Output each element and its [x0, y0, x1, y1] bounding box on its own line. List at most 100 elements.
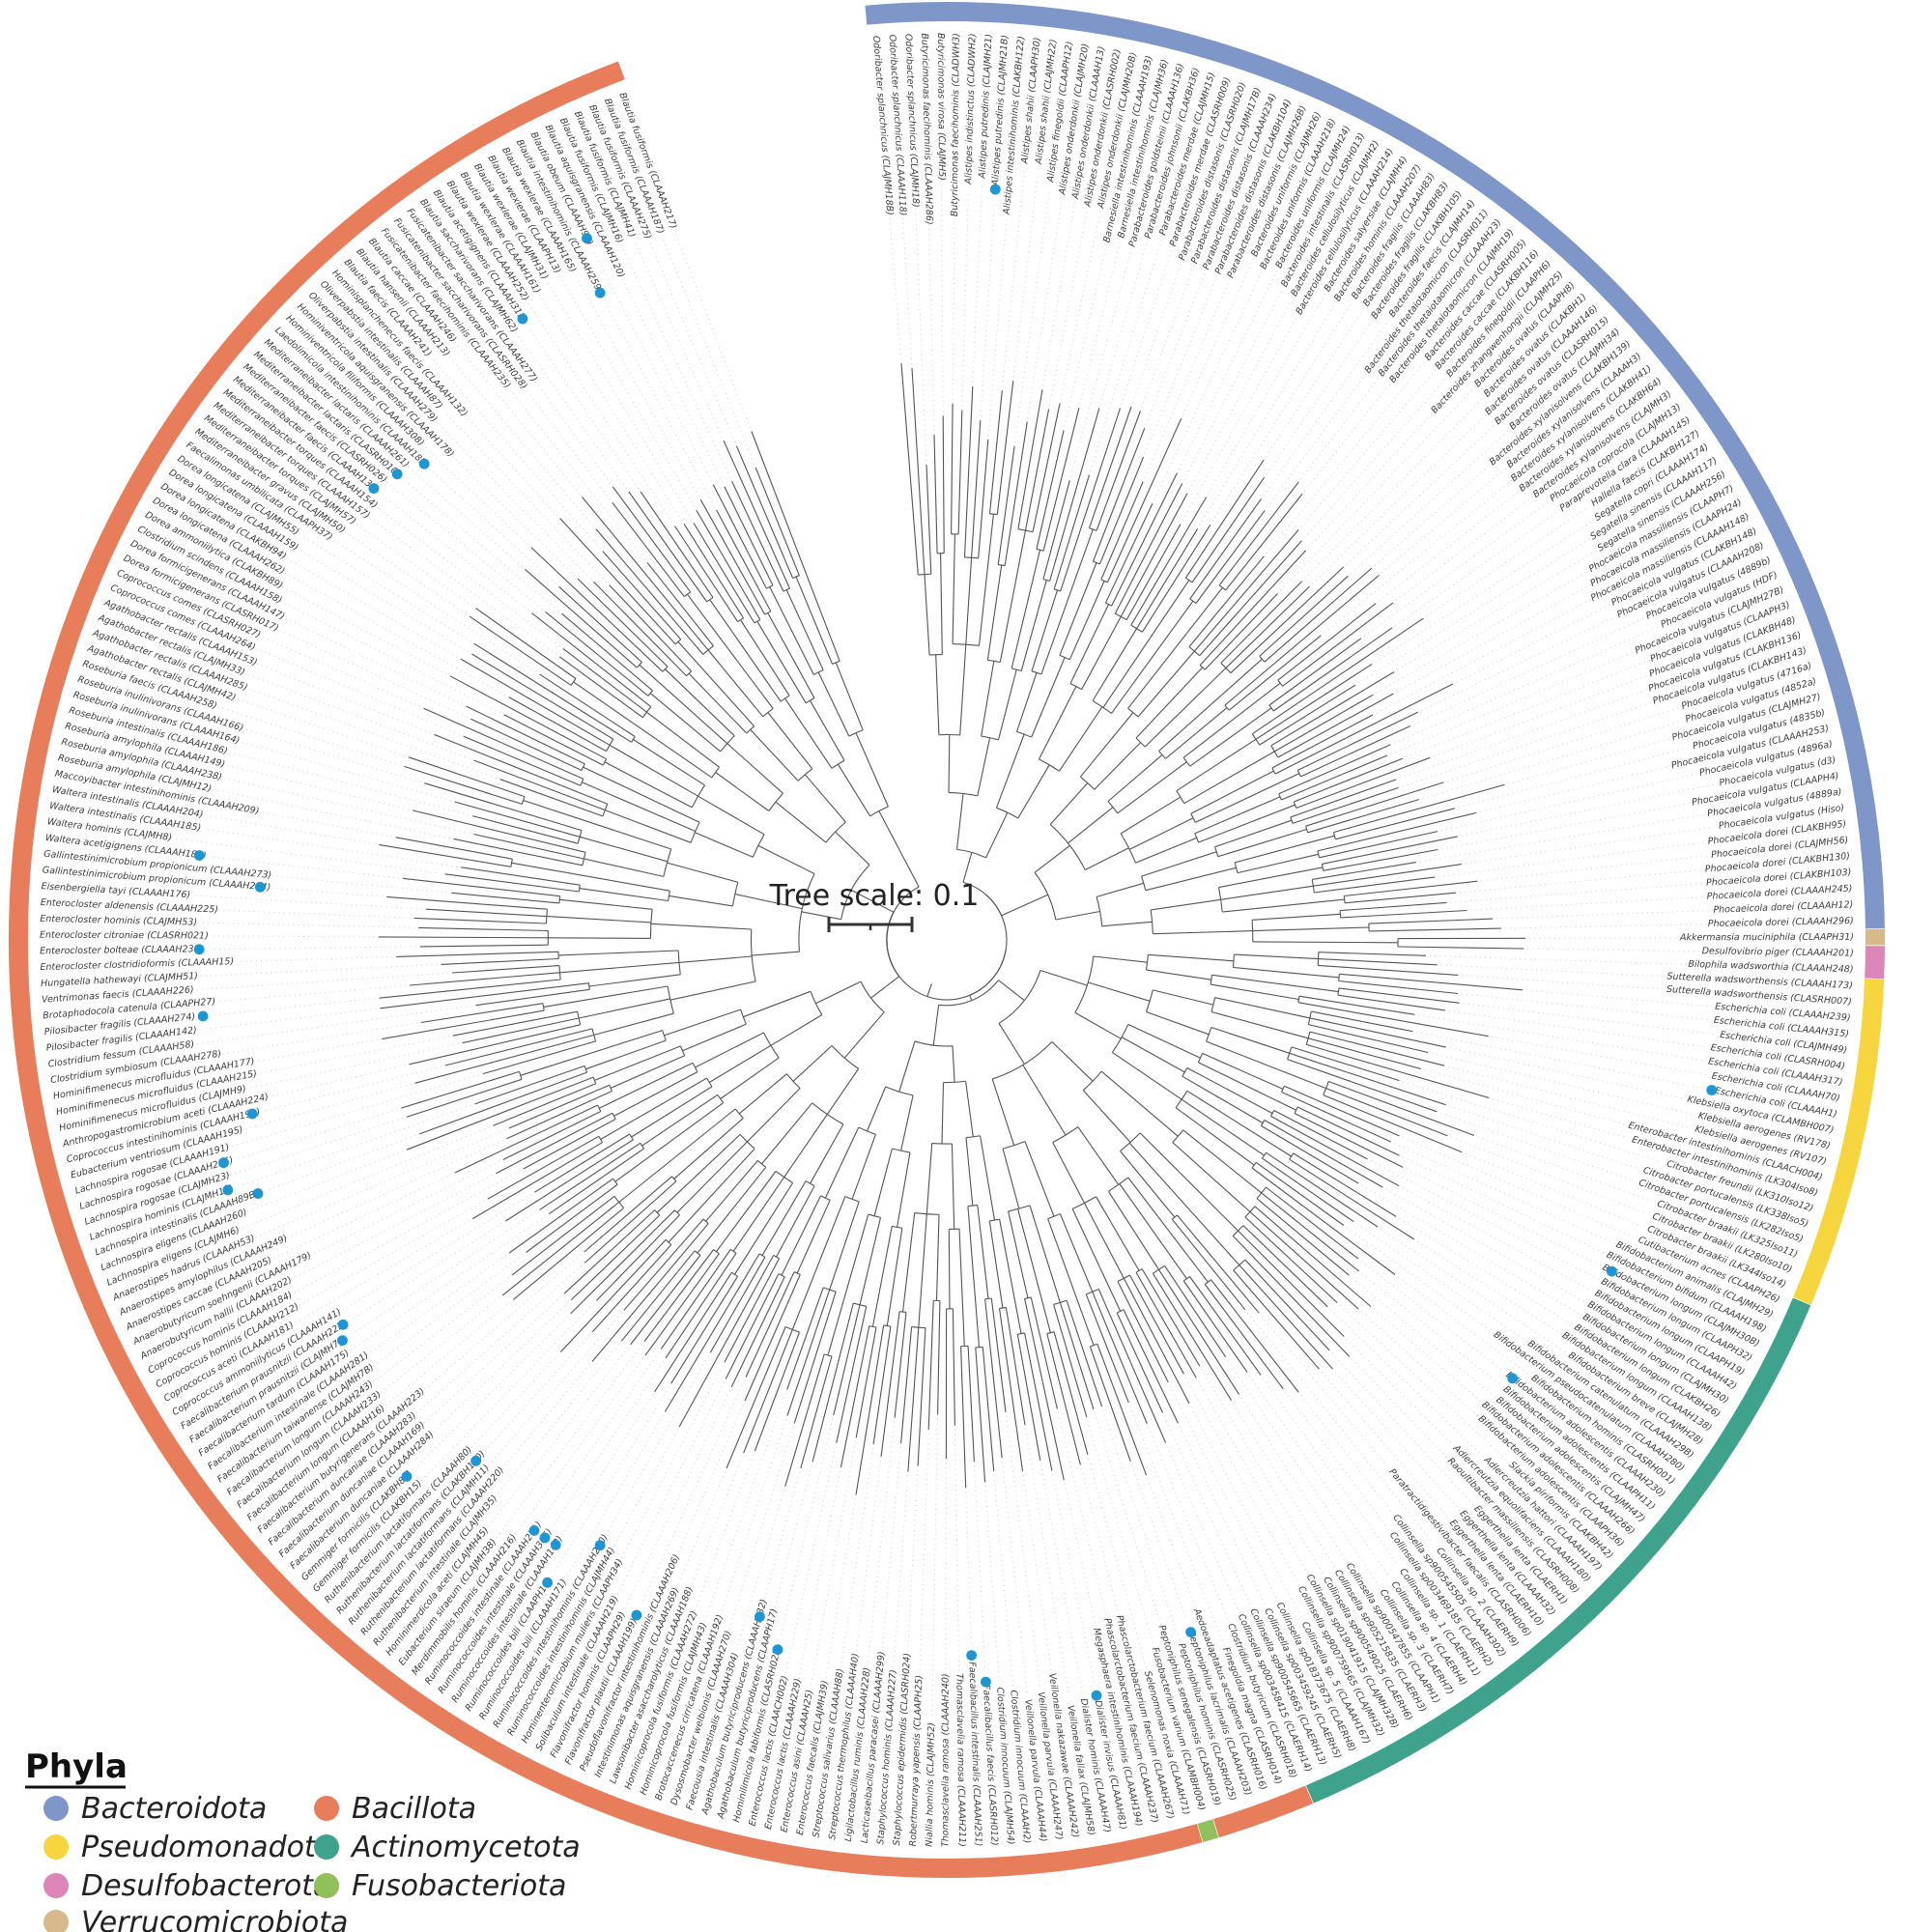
leader-line — [1211, 302, 1353, 523]
leader-line — [954, 1429, 960, 1686]
sample-dot — [193, 944, 205, 955]
leader-line — [1481, 854, 1711, 882]
leader-line — [240, 1126, 490, 1230]
leader-line — [214, 909, 411, 919]
leader-line — [277, 599, 501, 714]
leader-line — [1417, 1240, 1572, 1341]
leader-line — [770, 1464, 812, 1623]
leader-line — [1069, 245, 1133, 477]
leader-line — [1178, 267, 1280, 470]
sample-dot — [755, 1611, 765, 1622]
taxon-label: Phocaeicola dorei (CLAAAH12) — [1713, 899, 1853, 916]
leader-line — [927, 216, 935, 432]
leader-line — [407, 1264, 583, 1422]
leader-line — [365, 1254, 507, 1356]
leader-line — [383, 495, 529, 611]
taxon-label: Thomasclavelia ramosa (CLAAAH211) — [954, 1673, 967, 1847]
leader-line — [1102, 1409, 1182, 1648]
leader-line — [415, 1254, 582, 1398]
leader-line — [431, 356, 601, 549]
leader-line — [881, 1447, 901, 1652]
leader-line — [1304, 393, 1489, 580]
legend-label-actinomycetota: Actinomycetota — [350, 1831, 581, 1864]
leader-line — [1402, 1137, 1644, 1242]
legend-label-fusobacteriota: Fusobacteriota — [352, 1869, 566, 1903]
leader-line — [1352, 1277, 1499, 1401]
leader-line — [1182, 255, 1255, 415]
sample-dot — [197, 1010, 209, 1022]
leader-line — [1022, 1474, 1053, 1679]
leader-line — [484, 1347, 629, 1532]
leader-line — [1460, 868, 1708, 894]
leader-line — [1057, 1412, 1110, 1631]
leader-line — [244, 672, 470, 760]
leader-line — [535, 290, 683, 522]
leader-line — [1300, 363, 1442, 527]
leader-line — [613, 1365, 724, 1573]
leader-line — [243, 1038, 379, 1065]
leader-line — [762, 1471, 801, 1606]
sample-dot — [1706, 1085, 1718, 1095]
leader-line — [676, 1404, 744, 1557]
leader-line — [1131, 1464, 1188, 1622]
sample-dot — [337, 1335, 348, 1346]
leader-line — [1447, 707, 1680, 782]
leader-line — [1402, 699, 1659, 787]
leader-line — [974, 1465, 986, 1671]
leader-line — [1308, 404, 1440, 549]
leader-line — [288, 1220, 470, 1328]
leader-line — [1233, 1403, 1340, 1575]
leader-line — [614, 1381, 725, 1599]
leader-line — [1438, 840, 1709, 877]
phylum-arc-bacillota — [1212, 1785, 1314, 1838]
leader-line — [371, 1296, 500, 1401]
leader-line — [605, 302, 716, 507]
leader-line — [1042, 200, 1076, 386]
leader-line — [452, 339, 581, 495]
leader-line — [289, 1200, 485, 1312]
leader-line — [530, 376, 612, 484]
leader-line — [1403, 1081, 1660, 1162]
leader-line — [1169, 1385, 1281, 1607]
leader-line — [188, 972, 448, 991]
leader-line — [263, 1065, 442, 1112]
taxon-label: Enterocloster clostridioformis (CLAAAH15… — [40, 956, 234, 973]
leader-line — [1064, 1484, 1099, 1638]
leader-line — [1447, 1065, 1693, 1129]
sample-dot — [1091, 1690, 1102, 1701]
leader-line — [692, 1454, 755, 1617]
leader-line — [1052, 1474, 1096, 1685]
leader-line — [242, 1151, 404, 1214]
leader-line — [1376, 570, 1590, 694]
leader-line — [1492, 1036, 1708, 1076]
leader-line — [1005, 1415, 1041, 1690]
leader-line — [972, 185, 982, 384]
taxon-label: Enterocloster aldenensis (CLAAAH225) — [41, 897, 219, 916]
leader-line — [1040, 1463, 1084, 1696]
leader-line — [961, 189, 969, 407]
leader-line — [1266, 354, 1432, 554]
leader-line — [1477, 1136, 1651, 1202]
leader-line — [918, 1434, 929, 1686]
legend-swatch-bacteroidota — [43, 1796, 69, 1821]
leader-line — [417, 1302, 594, 1486]
leader-line — [352, 520, 473, 607]
leader-line — [352, 1211, 537, 1335]
leader-line — [217, 762, 410, 810]
leader-line — [1462, 975, 1673, 991]
leader-line — [1227, 1359, 1378, 1583]
tree-scale: Tree scale: 0.1 — [769, 879, 979, 932]
sample-dot — [539, 1532, 551, 1544]
leader-line — [1141, 261, 1196, 408]
leader-line — [1461, 783, 1714, 837]
leader-line — [1360, 1311, 1483, 1420]
sample-dot — [254, 881, 266, 893]
sample-dot — [550, 1539, 561, 1550]
leader-line — [1393, 626, 1659, 744]
leader-line — [365, 1254, 524, 1372]
leader-line — [540, 1351, 660, 1521]
leader-line — [1461, 993, 1712, 1021]
leader-line — [171, 838, 441, 874]
legend-label-verrucomicrobiota: Verrucomicrobiota — [81, 1906, 348, 1932]
